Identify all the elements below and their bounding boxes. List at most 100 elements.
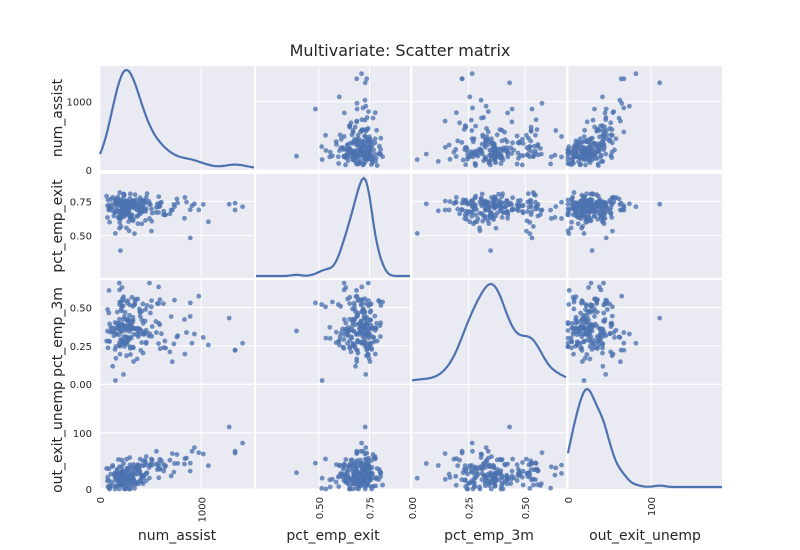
scatter-point xyxy=(538,146,543,151)
scatter-point xyxy=(184,455,189,461)
scatter-point xyxy=(372,313,378,319)
panel-pct_emp_exit-vs-out_exit_unemp xyxy=(565,174,722,278)
panel-pct_emp_exit-vs-num_assist xyxy=(99,174,254,278)
scatter-point xyxy=(589,248,595,254)
scatter-point xyxy=(575,215,581,220)
scatter-point xyxy=(116,280,122,286)
scatter-point xyxy=(479,191,485,197)
scatter-point xyxy=(376,298,381,303)
scatter-point xyxy=(527,231,533,237)
scatter-point xyxy=(135,221,141,227)
scatter-point xyxy=(137,463,143,468)
scatter-point xyxy=(167,349,173,355)
scatter-point xyxy=(569,339,574,344)
scatter-point xyxy=(511,206,517,212)
scatter-point xyxy=(592,106,597,112)
scatter-point xyxy=(175,200,181,206)
scatter-point xyxy=(363,372,369,377)
scatter-point xyxy=(516,466,521,472)
scatter-point xyxy=(553,128,559,133)
scatter-point xyxy=(117,190,123,195)
scatter-point xyxy=(154,330,159,335)
scatter-point xyxy=(568,225,574,231)
scatter-point xyxy=(553,204,559,210)
scatter-point xyxy=(352,471,357,476)
scatter-point xyxy=(596,128,602,133)
scatter-point xyxy=(187,460,193,466)
scatter-point xyxy=(583,162,588,168)
scatter-point xyxy=(114,208,120,214)
scatter-point xyxy=(327,154,333,160)
scatter-point xyxy=(353,466,359,472)
scatter-point xyxy=(122,486,127,492)
scatter-point xyxy=(354,137,360,143)
scatter-point xyxy=(531,482,536,488)
scatter-point xyxy=(588,280,594,286)
scatter-point xyxy=(114,201,120,207)
panel-pct_emp_3m-vs-num_assist xyxy=(99,280,254,385)
scatter-point xyxy=(120,475,126,481)
scatter-point xyxy=(535,142,541,147)
scatter-point xyxy=(149,304,154,310)
scatter-point xyxy=(368,458,374,464)
scatter-point xyxy=(552,472,558,478)
panel-background xyxy=(256,174,410,278)
scatter-point xyxy=(460,157,466,163)
scatter-point xyxy=(570,194,575,200)
scatter-point xyxy=(486,205,492,211)
scatter-point xyxy=(592,124,597,130)
scatter-point xyxy=(127,212,133,217)
x-tick-label: 0.25 xyxy=(465,497,476,519)
scatter-point xyxy=(598,152,604,158)
scatter-point xyxy=(104,466,109,471)
scatter-point xyxy=(515,471,521,477)
scatter-point xyxy=(327,484,333,490)
scatter-point xyxy=(603,106,609,112)
scatter-point xyxy=(187,314,193,319)
scatter-point xyxy=(363,445,369,450)
panel-pct_emp_3m-vs-pct_emp_3m xyxy=(411,280,567,384)
scatter-point xyxy=(126,335,132,341)
scatter-point xyxy=(149,206,154,212)
scatter-point xyxy=(336,484,342,489)
scatter-point xyxy=(603,297,609,303)
scatter-point xyxy=(200,451,206,457)
scatter-point xyxy=(582,206,587,212)
scatter-point xyxy=(610,228,615,234)
scatter-point xyxy=(107,482,113,488)
scatter-point xyxy=(112,347,118,352)
scatter-point xyxy=(609,201,615,207)
scatter-point xyxy=(598,338,603,344)
scatter-point xyxy=(485,109,491,114)
scatter-point xyxy=(491,149,497,155)
scatter-point xyxy=(486,160,492,166)
scatter-point xyxy=(132,192,138,198)
panel-background xyxy=(100,66,254,170)
y-axis-label-num_assist: num_assist xyxy=(50,78,66,157)
scatter-point xyxy=(122,310,128,315)
scatter-point xyxy=(621,105,627,111)
scatter-point xyxy=(587,356,593,362)
scatter-point xyxy=(187,235,193,241)
scatter-point xyxy=(468,465,474,471)
scatter-point xyxy=(491,199,497,205)
scatter-point xyxy=(508,200,514,206)
scatter-point xyxy=(489,454,494,459)
scatter-point xyxy=(370,115,376,121)
scatter-point xyxy=(442,118,448,124)
scatter-point xyxy=(162,464,168,470)
scatter-point xyxy=(586,149,592,155)
panel-out_exit_unemp-vs-out_exit_unemp xyxy=(566,385,722,489)
scatter-point xyxy=(582,214,588,220)
scatter-point xyxy=(525,152,530,157)
scatter-point xyxy=(603,117,609,123)
x-tick-label: 0.00 xyxy=(408,497,419,519)
scatter-point xyxy=(511,475,517,481)
scatter-point xyxy=(327,477,333,483)
scatter-point xyxy=(588,309,593,315)
scatter-point xyxy=(355,475,361,481)
scatter-point xyxy=(607,197,613,203)
scatter-point xyxy=(621,330,627,335)
scatter-point xyxy=(446,207,452,213)
scatter-point xyxy=(124,456,129,462)
